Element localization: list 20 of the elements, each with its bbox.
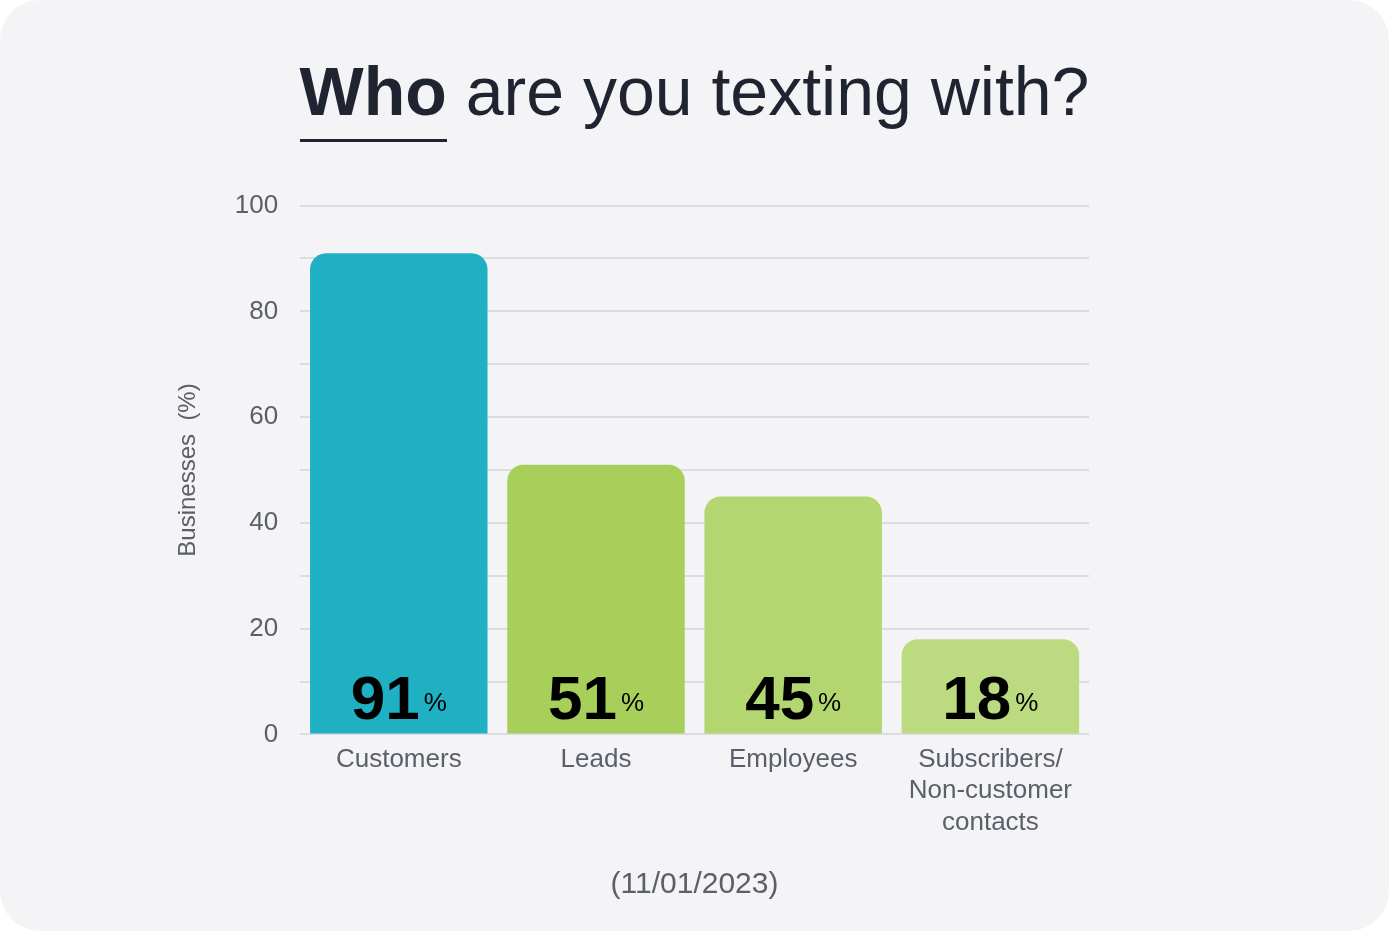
data-label: 45%	[745, 663, 842, 733]
x-tick-label: Customers	[335, 743, 462, 774]
bar	[507, 464, 685, 734]
bar	[310, 253, 488, 734]
bar	[704, 496, 882, 734]
text: (11/01/2023)	[609, 866, 780, 900]
y-tick-label: 100	[234, 188, 279, 219]
data-label: 18%	[942, 663, 1039, 733]
y-axis-title: Businesses (%)	[173, 383, 201, 557]
data-label: 91%	[350, 663, 447, 733]
y-tick-label: 80	[249, 294, 279, 325]
y-tick-label: 60	[249, 400, 279, 431]
x-tick-label: Leads	[560, 743, 632, 774]
y-tick-label: 0	[263, 717, 279, 748]
y-tick-label: 20	[249, 611, 279, 642]
x-tick-label: Subscribers/ Non-customer contacts	[908, 743, 1073, 836]
data-label: 51%	[547, 663, 645, 733]
y-tick-label: 40	[249, 506, 279, 537]
chart-title: Who are you texting with?	[299, 53, 1090, 131]
x-tick-label: Employees	[728, 743, 858, 774]
